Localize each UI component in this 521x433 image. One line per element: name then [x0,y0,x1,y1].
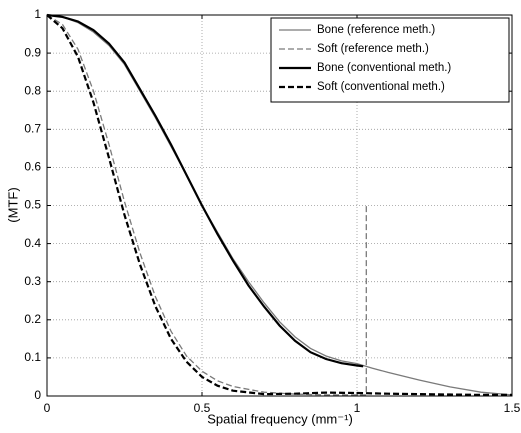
x-tick-label: 0.5 [194,401,211,415]
y-tick-label: 0.2 [24,312,41,326]
x-tick-label: 1 [354,401,361,415]
legend-label: Soft (conventional meth.) [317,81,445,93]
series-line [46,14,367,396]
legend-label: Bone (reference meth.) [317,24,435,36]
legend-label: Soft (reference meth.) [317,43,429,55]
y-tick-label: 0 [34,388,41,402]
y-tick-label: 0.4 [24,236,41,250]
y-tick-label: 0.8 [24,83,41,97]
x-axis-label: Spatial frequency (mm⁻¹) [207,411,353,426]
y-tick-label: 1 [34,7,41,21]
y-tick-label: 0.5 [24,198,41,212]
legend-label: Bone (conventional meth.) [317,62,451,74]
y-axis-label: (MTF) [5,187,20,222]
legend-box [270,17,510,103]
series-line [46,13,364,368]
legend: Bone (reference meth.) Soft (reference me… [270,17,510,103]
y-tick-label: 0.9 [24,45,41,59]
series-line [46,14,513,396]
plot-frame [46,14,513,397]
y-tick-label: 0.3 [24,274,41,288]
y-tick-label: 0.6 [24,160,41,174]
x-tick-label: 1.5 [504,401,521,415]
series-line [46,14,512,396]
x-tick-label: 0 [44,401,51,415]
y-tick-label: 0.1 [24,350,41,364]
y-tick-label: 0.7 [24,121,41,135]
